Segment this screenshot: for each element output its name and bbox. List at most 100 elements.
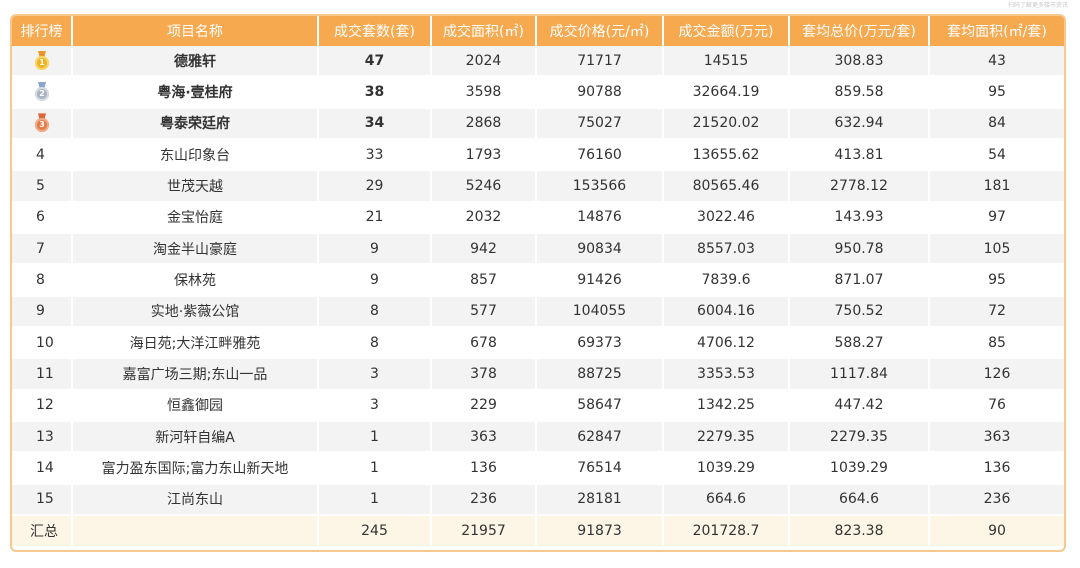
table-row: 14 富力盈东国际;富力东山新天地 1 136 76514 1039.29 1039.29 1… [12, 453, 1064, 485]
area-cell: 577 [432, 296, 537, 329]
avg-area-cell: 72 [930, 296, 1064, 329]
avg-area-cell: 43 [930, 46, 1064, 78]
avg-area-cell: 76 [930, 390, 1064, 423]
avg-total-cell: 664.6 [790, 484, 930, 517]
units-cell: 8 [319, 328, 432, 360]
avg-area-cell: 95 [930, 265, 1064, 297]
rank-cell: 2 [12, 77, 73, 109]
project-name-cell: 德雅轩 [73, 46, 319, 78]
price-cell: 69373 [537, 328, 664, 360]
area-cell: 378 [432, 359, 537, 391]
area-cell: 1793 [432, 140, 537, 172]
units-cell: 47 [319, 46, 432, 78]
units-cell: 8 [319, 296, 432, 329]
table-row: 9 实地·紫薇公馆 8 577 104055 6004.16 750.52 72 [12, 296, 1064, 329]
rank-cell: 11 [12, 359, 73, 391]
units-cell: 3 [319, 390, 432, 423]
price-cell: 104055 [537, 296, 664, 329]
rank-cell: 15 [12, 484, 73, 517]
price-cell: 91426 [537, 265, 664, 297]
price-cell: 76514 [537, 453, 664, 485]
amount-cell: 13655.62 [664, 140, 790, 172]
project-name-cell: 实地·紫薇公馆 [73, 296, 319, 329]
avg-total-cell: 632.94 [790, 108, 930, 141]
bronze-medal-icon: 3 [34, 113, 50, 133]
table-row: 4 东山印象台 33 1793 76160 13655.62 413.81 54 [12, 140, 1064, 172]
project-name-cell: 粤海·壹桂府 [73, 77, 319, 109]
units-cell: 9 [319, 234, 432, 266]
rank-cell: 10 [12, 328, 73, 360]
amount-cell: 4706.12 [664, 328, 790, 360]
price-cell: 90834 [537, 234, 664, 266]
header-project-name: 项目名称 [73, 16, 319, 46]
project-name-cell: 粤泰荣廷府 [73, 108, 319, 141]
gold-medal-icon: 1 [34, 50, 50, 71]
total-area-cell: 21957 [432, 516, 537, 546]
amount-cell: 32664.19 [664, 77, 790, 109]
total-row: 汇总 245 21957 91873 201728.7 823.38 90 [12, 516, 1064, 546]
price-cell: 76160 [537, 140, 664, 172]
silver-medal-icon: 2 [34, 82, 50, 102]
price-cell: 71717 [537, 46, 664, 78]
avg-area-cell: 105 [930, 234, 1064, 266]
header-avg-total: 套均总价(万元/套) [790, 16, 930, 46]
table-row: 15 江尚东山 1 236 28181 664.6 664.6 236 [12, 484, 1064, 517]
ranking-table-frame: 排行榜 项目名称 成交套数(套) 成交面积(㎡) 成交价格(元/㎡) 成交金额(… [10, 14, 1066, 552]
avg-total-cell: 2778.12 [790, 171, 930, 203]
avg-area-cell: 54 [930, 140, 1064, 172]
avg-total-cell: 2279.35 [790, 422, 930, 454]
avg-total-cell: 1117.84 [790, 359, 930, 391]
avg-area-cell: 97 [930, 202, 1064, 235]
project-name-cell: 金宝怡庭 [73, 202, 319, 235]
price-cell: 62847 [537, 422, 664, 454]
avg-total-cell: 308.83 [790, 46, 930, 78]
avg-total-cell: 750.52 [790, 296, 930, 329]
units-cell: 1 [319, 422, 432, 454]
medal-rank-number: 2 [35, 87, 49, 102]
amount-cell: 2279.35 [664, 422, 790, 454]
avg-area-cell: 126 [930, 359, 1064, 391]
area-cell: 942 [432, 234, 537, 266]
units-cell: 38 [319, 77, 432, 109]
table-row: 1 德雅轩 47 2024 71717 14515 308.83 43 [12, 46, 1064, 78]
price-cell: 14876 [537, 202, 664, 235]
project-name-cell: 新河轩自编A [73, 422, 319, 454]
avg-area-cell: 84 [930, 108, 1064, 141]
medal-rank-number: 3 [35, 118, 49, 133]
amount-cell: 8557.03 [664, 234, 790, 266]
avg-area-cell: 85 [930, 328, 1064, 360]
header-units: 成交套数(套) [319, 16, 432, 46]
total-units-cell: 245 [319, 516, 432, 546]
rank-cell: 7 [12, 234, 73, 266]
table-row: 6 金宝怡庭 21 2032 14876 3022.46 143.93 97 [12, 202, 1064, 235]
price-cell: 88725 [537, 359, 664, 391]
area-cell: 857 [432, 265, 537, 297]
table-row: 5 世茂天越 29 5246 153566 80565.46 2778.12 181 [12, 171, 1064, 203]
project-name-cell: 淘金半山豪庭 [73, 234, 319, 266]
project-name-cell: 恒鑫御园 [73, 390, 319, 423]
avg-total-cell: 859.58 [790, 77, 930, 109]
rank-cell: 4 [12, 140, 73, 172]
rank-cell: 3 [12, 108, 73, 141]
rank-cell: 6 [12, 202, 73, 235]
area-cell: 363 [432, 422, 537, 454]
project-name-cell: 江尚东山 [73, 484, 319, 517]
price-cell: 153566 [537, 171, 664, 203]
table-row: 3 粤泰荣廷府 34 2868 75027 21520.02 632.94 84 [12, 108, 1064, 141]
top-watermark-text: 扫码了解更多楼市资讯 [1007, 2, 1068, 9]
total-price-cell: 91873 [537, 516, 664, 546]
total-avg-total-cell: 823.38 [790, 516, 930, 546]
units-cell: 21 [319, 202, 432, 235]
header-avg-area: 套均面积(㎡/套) [930, 16, 1064, 46]
area-cell: 5246 [432, 171, 537, 203]
header-area: 成交面积(㎡) [432, 16, 537, 46]
rank-cell: 1 [12, 46, 73, 78]
price-cell: 58647 [537, 390, 664, 423]
table-row: 10 海日苑;大洋江畔雅苑 8 678 69373 4706.12 588.27 85 [12, 328, 1064, 360]
amount-cell: 3353.53 [664, 359, 790, 391]
units-cell: 9 [319, 265, 432, 297]
project-name-cell: 富力盈东国际;富力东山新天地 [73, 453, 319, 485]
area-cell: 136 [432, 453, 537, 485]
avg-total-cell: 871.07 [790, 265, 930, 297]
